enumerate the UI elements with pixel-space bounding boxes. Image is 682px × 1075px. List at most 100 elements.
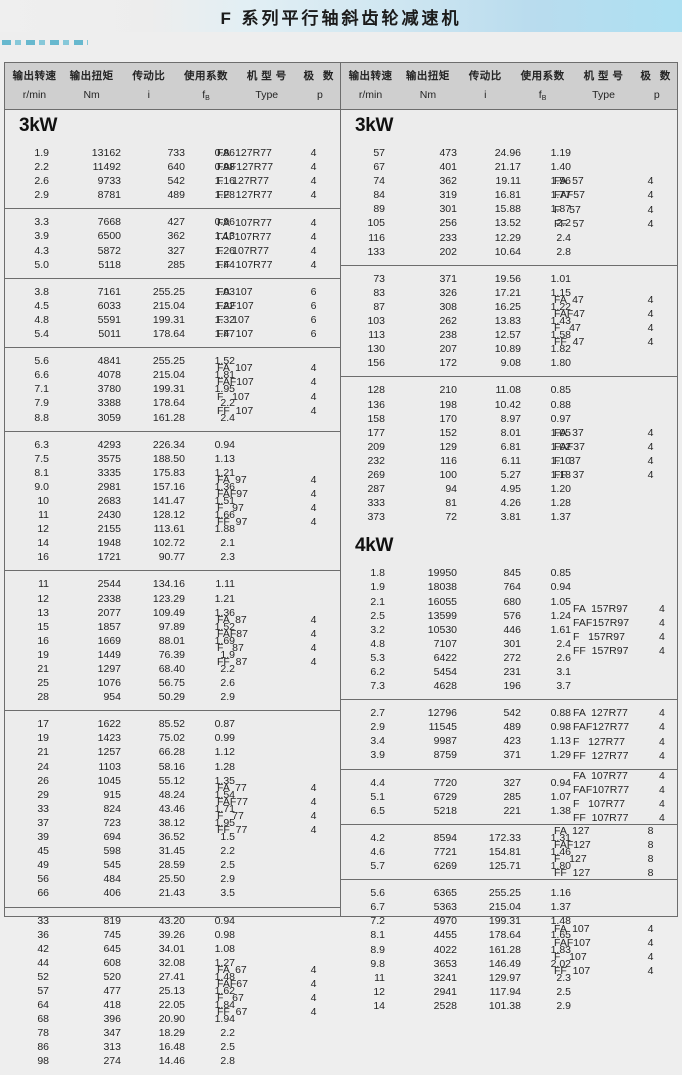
cell-type: FA 157R97: [573, 602, 628, 615]
cell-output-torque: 1257: [97, 746, 121, 759]
cell-type: FAF97: [217, 487, 248, 500]
cell-ratio: 196: [503, 680, 521, 693]
cell-service-factor: 1.88: [214, 523, 235, 536]
cell-output-speed: 10: [37, 494, 49, 507]
type-row: FA 107 4: [554, 921, 673, 935]
cell-ratio: 8.97: [500, 412, 521, 425]
table-row: 45 598 31.45 2.2: [5, 844, 340, 858]
header-output-torque-cn: 输出扭矩: [69, 70, 114, 82]
cell-service-factor: 2.5: [220, 1041, 235, 1054]
block-list-left: 1.9 13162 733 0.86 2.2 11492 640 0.98 2.6 9733 542…: [5, 140, 340, 1075]
cell-output-speed: 2.7: [370, 707, 385, 720]
cell-output-torque: 477: [103, 984, 121, 997]
cell-output-speed: 6.6: [34, 369, 49, 382]
cell-ratio: 640: [167, 161, 185, 174]
cell-output-speed: 37: [37, 816, 49, 829]
table-row: 287 94 4.95 1.20: [341, 482, 677, 496]
table-row: 373 72 3.81 1.37: [341, 510, 677, 524]
table-row: 7.1 3780 199.31 1.95: [5, 382, 340, 396]
cell-ratio: 15.88: [494, 203, 521, 216]
cell-service-factor: 1.87: [550, 203, 571, 216]
cell-output-speed: 87: [373, 300, 385, 313]
cell-output-torque: 4078: [97, 369, 121, 382]
cell-ratio: 175.83: [152, 466, 185, 479]
table-row: 14 1948 102.72 2.1: [5, 536, 340, 550]
cell-type: F 77: [217, 809, 244, 822]
cell-output-torque: 198: [439, 398, 457, 411]
cell-output-torque: 1948: [97, 537, 121, 550]
header-output-torque-unit: Nm: [419, 89, 437, 101]
table-row: 6.5 5218 221 1.38: [341, 804, 677, 818]
cell-poles: 4: [310, 516, 317, 529]
cell-output-speed: 15: [37, 620, 49, 633]
type-row: FA 87 4: [217, 613, 336, 627]
cell-output-torque: 371: [439, 272, 457, 285]
type-row: FA 107 6: [217, 285, 336, 299]
cell-poles: 4: [647, 203, 654, 216]
type-designation-group: FA 107 4 FAF107 4 F 107 4 FF 107 4: [217, 361, 336, 417]
cell-output-speed: 3.9: [370, 749, 385, 762]
cell-output-torque: 170: [439, 412, 457, 425]
table-row: 21 1297 68.40 2.2: [5, 662, 340, 676]
cell-output-speed: 12: [37, 592, 49, 605]
cell-type: FF 97: [217, 516, 248, 529]
cell-type: FAF67: [217, 977, 248, 990]
cell-poles: 4: [310, 809, 317, 822]
table-row: 24 1103 58.16 1.28: [5, 760, 340, 774]
cell-output-speed: 12: [37, 523, 49, 536]
cell-ratio: 58.16: [158, 760, 185, 773]
cell-output-speed: 5.4: [34, 328, 49, 341]
cell-poles: 8: [647, 824, 654, 837]
cell-output-torque: 4022: [433, 943, 457, 956]
cell-type: FA 77: [217, 781, 247, 794]
cell-output-speed: 5.0: [34, 258, 49, 271]
cell-poles: 4: [310, 147, 317, 159]
cell-type: F 67: [217, 992, 244, 1005]
cell-ratio: 12.57: [494, 329, 521, 342]
cell-service-factor: 2.9: [220, 691, 235, 704]
cell-ratio: 215.04: [152, 299, 185, 312]
cell-ratio: 21.17: [494, 161, 521, 174]
cell-output-speed: 7.3: [370, 680, 385, 693]
header-poles-unit: p: [316, 89, 323, 101]
power-rating-label: 3kW: [19, 115, 58, 136]
cell-output-speed: 3.8: [34, 285, 49, 298]
cell-type: FF 47: [554, 336, 585, 349]
table-row: 29 915 48.24 1.54: [5, 788, 340, 802]
cell-service-factor: 1.10: [550, 454, 571, 467]
type-row: F 127 8: [554, 852, 673, 866]
cell-output-speed: 5.1: [370, 790, 385, 803]
table-row: 7.9 3388 178.64 2.2: [5, 396, 340, 410]
cell-ratio: 4.95: [500, 483, 521, 496]
cell-output-torque: 4293: [97, 438, 121, 451]
cell-type: F 37: [554, 454, 581, 467]
cell-type: FF 127: [554, 867, 591, 880]
cell-output-torque: 2338: [97, 592, 121, 605]
spec-block: 3.3 7668 427 0.96 3.9 6500 362 1.13 4.3 5872 327 1.…: [5, 209, 340, 279]
table-row: 98 274 14.46 2.8: [5, 1054, 340, 1068]
table-row: 83 326 17.21 1.15: [341, 286, 677, 300]
cell-ratio: 36.52: [158, 831, 185, 844]
header-output-speed-cn: 输出转速: [12, 70, 57, 82]
cell-service-factor: 1.08: [214, 942, 235, 955]
cell-output-torque: 3059: [97, 411, 121, 424]
cell-poles: 4: [659, 797, 665, 810]
cell-output-speed: 8.1: [370, 929, 385, 942]
type-row: FAF127 8: [554, 838, 673, 852]
cell-ratio: 128.12: [152, 509, 185, 522]
cell-type: F 97: [217, 502, 244, 515]
cell-output-speed: 7.5: [34, 452, 49, 465]
cell-poles: 4: [647, 293, 654, 306]
column-header-left: 输出转速 输出扭矩 传动比 使用系数 机 型 号 极 数 r/min Nm i …: [5, 63, 340, 110]
cell-ratio: 5.27: [500, 468, 521, 481]
cell-service-factor: 0.94: [550, 776, 571, 789]
cell-poles: 6: [310, 299, 317, 312]
cell-service-factor: 3.5: [220, 887, 235, 900]
header-type-cn: 机 型 号: [583, 70, 624, 82]
table-row: 116 233 12.29 2.4: [341, 231, 677, 245]
cell-service-factor: 2.6: [556, 651, 571, 664]
spec-block: 33 819 43.20 0.94 36 745 39.26 0.98 42 645 34.01 1.…: [5, 908, 340, 1075]
cell-service-factor: 1.36: [214, 606, 235, 619]
type-row: FF 107 4: [217, 403, 336, 417]
cell-output-torque: 129: [439, 440, 457, 453]
